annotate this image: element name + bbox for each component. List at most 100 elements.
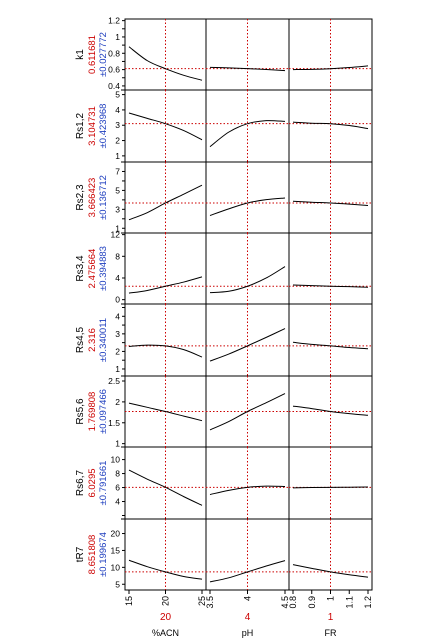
prediction-curve	[292, 405, 369, 416]
y-tick-label: 8	[115, 251, 120, 261]
predicted-value-label: 1.769808	[87, 392, 98, 432]
y-tick-label: 3	[115, 204, 120, 214]
response-name-label: Rs6,7	[75, 470, 86, 497]
y-tick-label: 4	[115, 105, 120, 115]
x-tick-label: 15	[124, 596, 134, 606]
response-name-label: tR7	[75, 546, 86, 562]
ci-value-label: ±0.423968	[98, 104, 109, 149]
y-tick-label: 5	[115, 185, 120, 195]
y-tick-label: 2	[115, 136, 120, 146]
predicted-value-label: 3.104731	[87, 106, 98, 146]
x-tick-label: 25	[197, 596, 207, 606]
prediction-curve	[292, 65, 369, 71]
x-tick-label: 4.5	[280, 596, 290, 609]
y-tick-label: 10	[111, 562, 121, 572]
prediction-curve	[209, 266, 286, 294]
y-tick-label: 2	[115, 397, 120, 407]
predicted-value-label: 2.316	[87, 328, 98, 352]
x-tick-label: 3.5	[205, 596, 215, 609]
response-row-1: 1 2 3 4 5 Rs1,2 3.104731 ±0.423968	[75, 90, 372, 162]
prediction-curve	[209, 120, 286, 148]
factor-current-value: 1	[328, 612, 334, 623]
response-name-label: Rs5,6	[75, 398, 86, 425]
ci-value-label: ±0.097466	[98, 389, 109, 434]
predicted-value-label: 2.475664	[87, 249, 98, 289]
response-row-0: 0.4 0.6 0.8 1 1.2 k1 0.611681 ±0.027772	[75, 16, 372, 91]
x-tick-label: 1	[326, 596, 336, 601]
predicted-value-label: 8.651808	[87, 535, 98, 575]
prediction-curve	[209, 197, 286, 216]
factor-name-label: %ACN	[152, 628, 179, 638]
y-tick-label: 1	[115, 364, 120, 374]
ci-value-label: ±0.394883	[98, 246, 109, 291]
y-tick-label: 5	[115, 90, 120, 100]
factor-name-label: pH	[242, 628, 254, 638]
y-tick-label: 0.6	[108, 65, 120, 75]
predicted-value-label: 3.666423	[87, 178, 98, 218]
response-name-label: Rs1,2	[75, 113, 86, 140]
prediction-curve	[128, 184, 203, 221]
response-name-label: k1	[75, 49, 86, 60]
response-row-3: 0 4 8 12 Rs3,4 2.475664 ±0.394883	[75, 230, 372, 305]
prediction-curve	[128, 112, 203, 141]
y-tick-label: 1.5	[108, 418, 120, 428]
factor-current-value: 4	[245, 612, 251, 623]
y-tick-label: 2.5	[108, 376, 120, 386]
y-tick-label: 1.2	[108, 16, 120, 26]
y-tick-label: 1	[115, 32, 120, 42]
factor-axis-2: 0.8 0.9 1 1.1 1.2 1 FR	[288, 590, 373, 638]
prediction-curve	[128, 402, 203, 422]
y-tick-label: 10	[111, 455, 121, 465]
ci-value-label: ±0.199674	[98, 532, 109, 577]
prediction-curve	[292, 121, 369, 130]
response-row-6: 4 6 8 10 Rs6,7 6.0295 ±0.791661	[75, 447, 372, 519]
prediction-curve	[292, 486, 369, 489]
response-name-label: Rs4,5	[75, 327, 86, 354]
prediction-curve	[209, 393, 286, 431]
x-tick-label: 1.1	[344, 596, 354, 609]
prediction-curve	[128, 469, 203, 506]
response-row-5: 1 1.5 2 2.5 Rs5,6 1.769808 ±0.097466	[75, 376, 372, 449]
factor-name-label: FR	[325, 628, 337, 638]
prediction-curve	[292, 341, 369, 350]
prediction-curve	[128, 559, 203, 580]
x-tick-label: 20	[161, 596, 171, 606]
factor-axis-0: 15 20 25 20 %ACN	[124, 590, 207, 638]
y-tick-label: 1	[115, 439, 120, 449]
y-tick-label: 6	[115, 483, 120, 493]
prediction-curve	[209, 66, 286, 72]
y-tick-label: 3	[115, 120, 120, 130]
predicted-value-label: 0.611681	[87, 35, 98, 74]
y-tick-label: 4	[115, 311, 120, 321]
x-tick-label: 4	[243, 596, 253, 601]
x-tick-label: 0.9	[307, 596, 317, 609]
prediction-curve	[128, 46, 203, 81]
response-row-7: 5 10 15 20 tR7 8.651808 ±0.199674	[75, 519, 372, 590]
factor-current-value: 20	[160, 612, 172, 623]
x-tick-label: 1.2	[363, 596, 373, 609]
prediction-curve	[292, 200, 369, 207]
y-tick-label: 3	[115, 329, 120, 339]
prediction-curve	[128, 276, 203, 294]
y-tick-label: 20	[111, 529, 121, 539]
response-name-label: Rs3,4	[75, 255, 86, 282]
y-tick-label: 0.4	[108, 81, 120, 91]
x-tick-label: 0.8	[288, 596, 298, 609]
response-row-4: 1 2 3 4 Rs4,5 2.316 ±0.340011	[75, 304, 372, 376]
ci-value-label: ±0.340011	[98, 318, 109, 362]
prediction-curve	[209, 485, 286, 496]
response-row-2: 1 3 5 7 Rs2,3 3.666423 ±0.136712	[75, 162, 372, 233]
ci-value-label: ±0.136712	[98, 175, 109, 220]
factor-axis-1: 3.5 4 4.5 4 pH	[205, 590, 290, 638]
y-tick-label: 1	[115, 223, 120, 233]
prediction-curve	[128, 344, 203, 358]
prediction-curve	[292, 284, 369, 288]
response-name-label: Rs2,3	[75, 184, 86, 211]
prediction-curve	[209, 560, 286, 583]
y-tick-label: 5	[115, 579, 120, 589]
prediction-curve	[292, 564, 369, 578]
ci-value-label: ±0.791661	[98, 461, 109, 506]
prediction-curve	[209, 328, 286, 362]
